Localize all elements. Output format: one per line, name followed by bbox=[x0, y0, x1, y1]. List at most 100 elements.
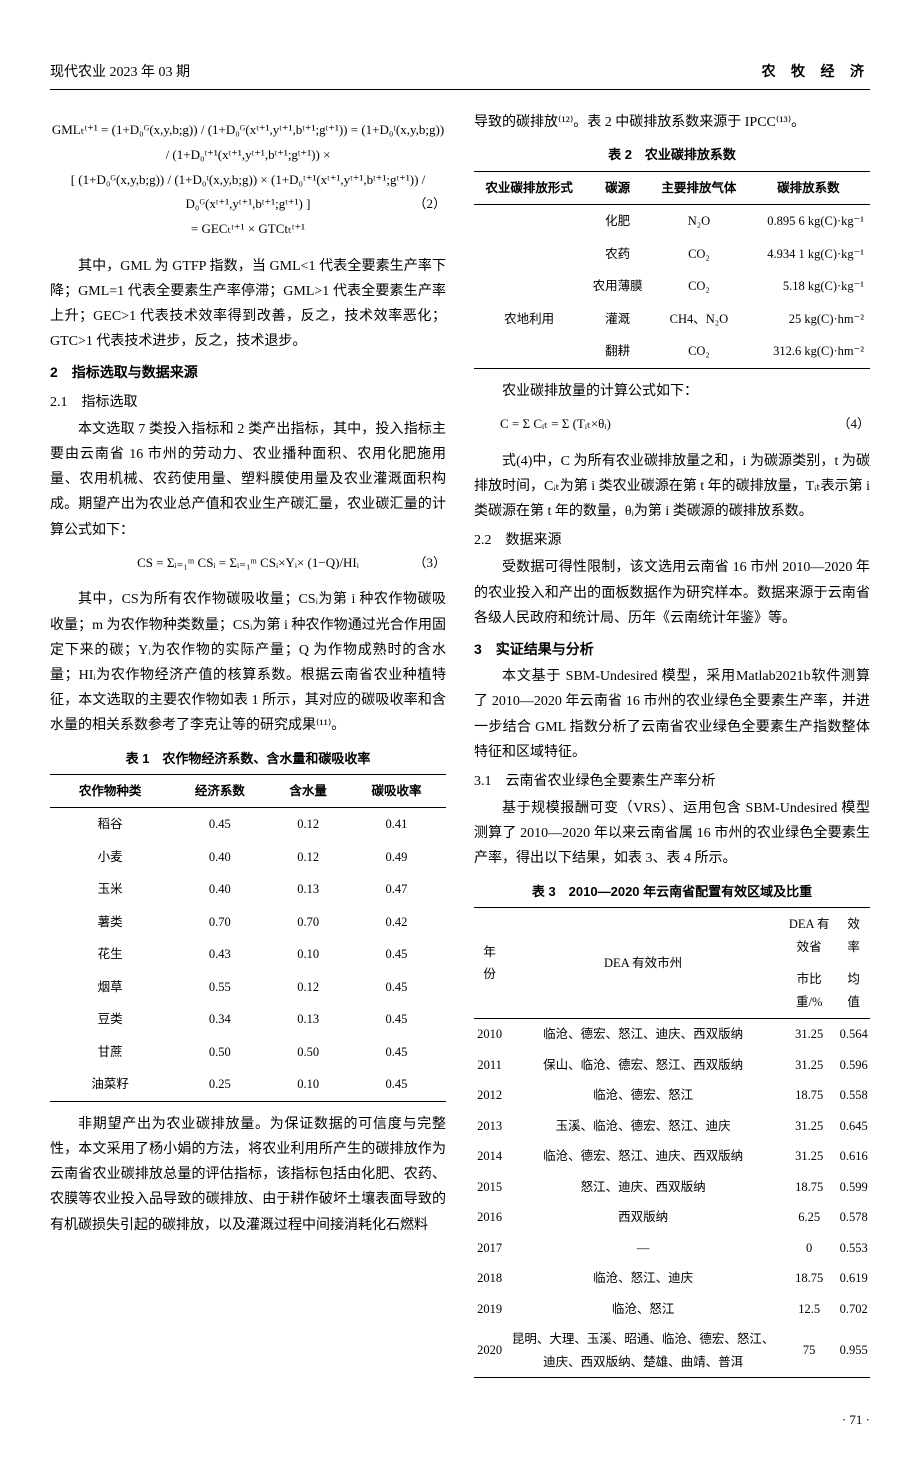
td: 0.596 bbox=[837, 1050, 870, 1081]
left-column: GMLₜᵗ⁺¹ = (1+D₀ᴳ(x,y,b;g)) / (1+D₀ᴳ(xᵗ⁺¹… bbox=[50, 110, 446, 1388]
th: DEA 有效省 bbox=[781, 908, 837, 964]
td: 0.50 bbox=[269, 1036, 347, 1069]
td: 12.5 bbox=[781, 1294, 837, 1325]
td: 0.45 bbox=[347, 1003, 446, 1036]
td bbox=[474, 270, 584, 303]
eq3-number: （3） bbox=[413, 551, 446, 576]
td: 怒江、迪庆、西双版纳 bbox=[505, 1172, 781, 1203]
td: 豆类 bbox=[50, 1003, 170, 1036]
td: 0.10 bbox=[269, 938, 347, 971]
td: 灌溉 bbox=[584, 303, 651, 336]
td: 0.70 bbox=[269, 906, 347, 939]
table-header-row: 年份 DEA 有效市州 DEA 有效省 效率 bbox=[474, 908, 870, 964]
td: 0.955 bbox=[837, 1324, 870, 1378]
td: 临沧、怒江、迪庆 bbox=[505, 1263, 781, 1294]
paragraph: 受数据可得性限制，该文选用云南省 16 市州 2010—2020 年的农业投入和… bbox=[474, 555, 870, 631]
td: 75 bbox=[781, 1324, 837, 1378]
td: 玉米 bbox=[50, 873, 170, 906]
table-1: 农作物种类 经济系数 含水量 碳吸收率 稻谷0.450.120.41小麦0.40… bbox=[50, 774, 446, 1102]
td: CO₂ bbox=[651, 270, 747, 303]
td: 0.45 bbox=[347, 1068, 446, 1101]
td: 临沧、德宏、怒江、迪庆、西双版纳 bbox=[505, 1019, 781, 1050]
td: 0.34 bbox=[170, 1003, 269, 1036]
td: 临沧、怒江 bbox=[505, 1294, 781, 1325]
th: 农业碳排放形式 bbox=[474, 171, 584, 205]
td: 0.12 bbox=[269, 808, 347, 841]
th: 年份 bbox=[474, 908, 505, 1019]
td bbox=[474, 238, 584, 271]
table-row: 花生0.430.100.45 bbox=[50, 938, 446, 971]
td: 薯类 bbox=[50, 906, 170, 939]
td: 2020 bbox=[474, 1324, 505, 1378]
td: 保山、临沧、德宏、怒江、西双版纳 bbox=[505, 1050, 781, 1081]
td: 2012 bbox=[474, 1080, 505, 1111]
table-row: 2011保山、临沧、德宏、怒江、西双版纳31.250.596 bbox=[474, 1050, 870, 1081]
table-3: 年份 DEA 有效市州 DEA 有效省 效率 市比重/% 均值 2010临沧、德… bbox=[474, 907, 870, 1378]
td: 0.47 bbox=[347, 873, 446, 906]
paragraph: 基于规模报酬可变（VRS）、运用包含 SBM-Undesired 模型测算了 2… bbox=[474, 796, 870, 872]
td: 2019 bbox=[474, 1294, 505, 1325]
td: 农药 bbox=[584, 238, 651, 271]
td: 西双版纳 bbox=[505, 1202, 781, 1233]
td: 昆明、大理、玉溪、昭通、临沧、德宏、怒江、迪庆、西双版纳、楚雄、曲靖、普洱 bbox=[505, 1324, 781, 1378]
td: 0.12 bbox=[269, 971, 347, 1004]
td: 5.18 kg(C)·kg⁻¹ bbox=[747, 270, 870, 303]
th: 碳吸收率 bbox=[347, 774, 446, 808]
paragraph: 其中，GML 为 GTFP 指数，当 GML<1 代表全要素生产率下降；GML=… bbox=[50, 254, 446, 355]
td: CH4、N₂O bbox=[651, 303, 747, 336]
td: 0.25 bbox=[170, 1068, 269, 1101]
table-row: 2018临沧、怒江、迪庆18.750.619 bbox=[474, 1263, 870, 1294]
td: 花生 bbox=[50, 938, 170, 971]
table-row: 化肥N₂O0.895 6 kg(C)·kg⁻¹ bbox=[474, 205, 870, 238]
eq2-line3: = GECₜᵗ⁺¹ × GTCtₜᵗ⁺¹ bbox=[50, 217, 446, 242]
eq2-line2: [ (1+D₀ᴳ(x,y,b;g)) / (1+D₀ᵗ(x,y,b;g)) × … bbox=[50, 168, 446, 217]
section-3-title: 3 实证结果与分析 bbox=[474, 637, 870, 662]
td: 0.42 bbox=[347, 906, 446, 939]
td: 2010 bbox=[474, 1019, 505, 1050]
td: 小麦 bbox=[50, 841, 170, 874]
td: 0.70 bbox=[170, 906, 269, 939]
table-row: 农地利用灌溉CH4、N₂O25 kg(C)·hm⁻² bbox=[474, 303, 870, 336]
td: 0.45 bbox=[170, 808, 269, 841]
table-2: 农业碳排放形式 碳源 主要排放气体 碳排放系数 化肥N₂O0.895 6 kg(… bbox=[474, 171, 870, 369]
td: 0.40 bbox=[170, 873, 269, 906]
table-row: 豆类0.340.130.45 bbox=[50, 1003, 446, 1036]
table-row: 2010临沧、德宏、怒江、迪庆、西双版纳31.250.564 bbox=[474, 1019, 870, 1050]
td: 玉溪、临沧、德宏、怒江、迪庆 bbox=[505, 1111, 781, 1142]
eq2-line1: GMLₜᵗ⁺¹ = (1+D₀ᴳ(x,y,b;g)) / (1+D₀ᴳ(xᵗ⁺¹… bbox=[50, 118, 446, 167]
td: 25 kg(C)·hm⁻² bbox=[747, 303, 870, 336]
paragraph: 非期望产出为农业碳排放量。为保证数据的可信度与完整性，本文采用了杨小娟的方法，将… bbox=[50, 1112, 446, 1238]
td: 0.599 bbox=[837, 1172, 870, 1203]
td: 0.10 bbox=[269, 1068, 347, 1101]
table-row: 甘蔗0.500.500.45 bbox=[50, 1036, 446, 1069]
td: 0.895 6 kg(C)·kg⁻¹ bbox=[747, 205, 870, 238]
td: 0.13 bbox=[269, 1003, 347, 1036]
table-row: 稻谷0.450.120.41 bbox=[50, 808, 446, 841]
td: 2017 bbox=[474, 1233, 505, 1264]
header-left: 现代农业 2023 年 03 期 bbox=[50, 60, 190, 85]
table-row: 农药CO₂4.934 1 kg(C)·kg⁻¹ bbox=[474, 238, 870, 271]
td: 2016 bbox=[474, 1202, 505, 1233]
table-1-caption: 表 1 农作物经济系数、含水量和碳吸收率 bbox=[50, 747, 446, 770]
td: CO₂ bbox=[651, 238, 747, 271]
td: 2013 bbox=[474, 1111, 505, 1142]
td: 0.564 bbox=[837, 1019, 870, 1050]
th: 经济系数 bbox=[170, 774, 269, 808]
paragraph: 本文基于 SBM-Undesired 模型，采用Matlab2021b软件测算了… bbox=[474, 664, 870, 765]
td: 0.45 bbox=[347, 971, 446, 1004]
td: 农地利用 bbox=[474, 303, 584, 336]
td: 18.75 bbox=[781, 1080, 837, 1111]
table-row: 2015怒江、迪庆、西双版纳18.750.599 bbox=[474, 1172, 870, 1203]
td: 0.558 bbox=[837, 1080, 870, 1111]
td: 0.13 bbox=[269, 873, 347, 906]
th: 含水量 bbox=[269, 774, 347, 808]
eq3-body: CS = Σᵢ₌₁ᵐ CSᵢ = Σᵢ₌₁ᵐ CSᵢ×Yᵢ× (1−Q)/HIᵢ bbox=[137, 555, 359, 570]
paragraph: 其中，CS为所有农作物碳吸收量；CSᵢ为第 i 种农作物碳吸收量；m 为农作物种… bbox=[50, 587, 446, 738]
td: 0 bbox=[781, 1233, 837, 1264]
td: N₂O bbox=[651, 205, 747, 238]
td: 0.616 bbox=[837, 1141, 870, 1172]
td: 6.25 bbox=[781, 1202, 837, 1233]
td: 甘蔗 bbox=[50, 1036, 170, 1069]
td: CO₂ bbox=[651, 335, 747, 368]
section-2-2-title: 2.2 数据来源 bbox=[474, 528, 870, 553]
